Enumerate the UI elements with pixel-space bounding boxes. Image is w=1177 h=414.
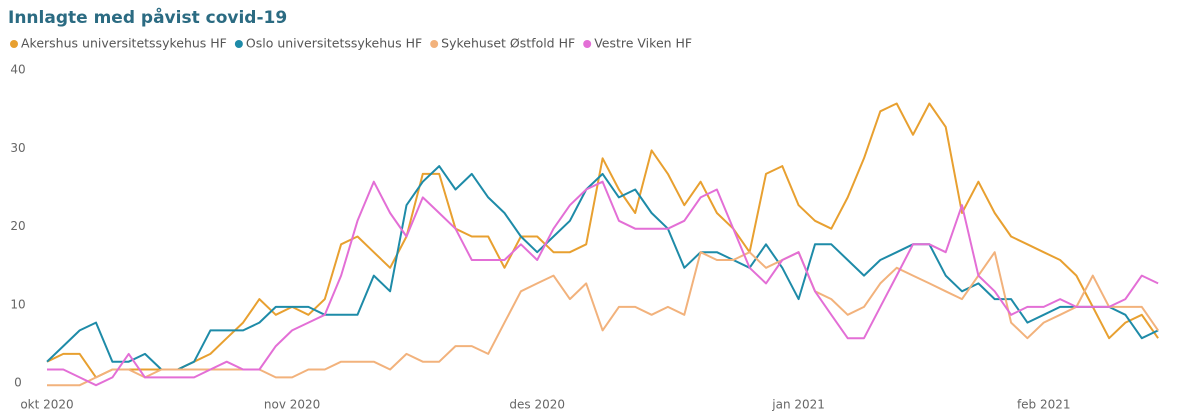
legend-label: Akershus universitetssykehus HF [21, 36, 227, 51]
legend-marker [234, 40, 243, 48]
legend-label: Sykehuset Østfold HF [441, 36, 575, 51]
chart-title: Innlagte med påvist covid-19 [8, 6, 287, 28]
x-tick-label: jan 2021 [771, 398, 825, 412]
legend-marker [10, 40, 18, 48]
series-line [46, 165, 1159, 371]
y-tick-label: 40 [10, 63, 25, 77]
series-line [47, 180, 1159, 387]
legend-label: Vestre Viken HF [594, 36, 692, 51]
x-tick-label: feb 2021 [1017, 398, 1071, 412]
legend-marker [430, 40, 439, 48]
x-tick-label: nov 2020 [264, 398, 320, 412]
legend-marker [583, 40, 592, 48]
y-tick-label: 0 [14, 376, 22, 390]
legend: Akershus universitetssykehus HF Oslo univ… [10, 36, 692, 51]
y-tick-label: 10 [10, 297, 25, 311]
x-tick-label: des 2020 [509, 398, 565, 412]
legend-label: Oslo universitetssykehus HF [246, 36, 422, 51]
x-tick-label: okt 2020 [20, 398, 73, 412]
y-tick-label: 30 [10, 141, 25, 155]
y-tick-label: 20 [10, 219, 25, 233]
series-line [47, 251, 1159, 387]
series-line [46, 102, 1159, 379]
